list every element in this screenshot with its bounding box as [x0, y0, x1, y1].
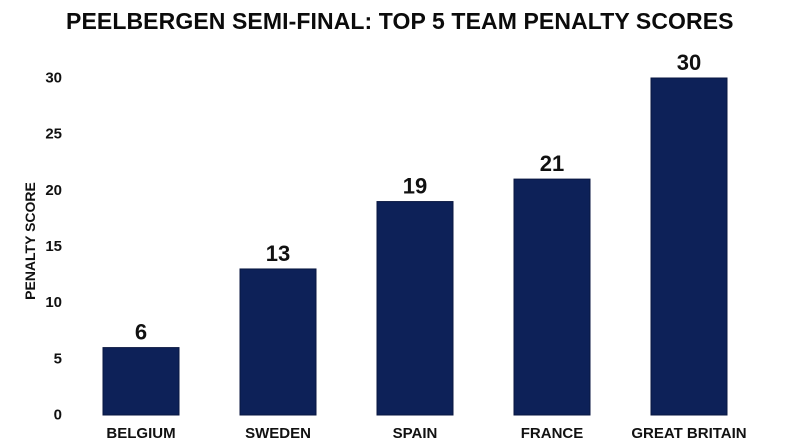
- x-tick-label-great-britain: GREAT BRITAIN: [631, 425, 746, 442]
- bars: [102, 77, 728, 416]
- value-label-spain: 19: [403, 174, 427, 199]
- bar-belgium: [102, 347, 180, 416]
- y-tick-label-15: 15: [45, 238, 62, 255]
- value-label-france: 21: [540, 151, 564, 176]
- y-tick-label-30: 30: [45, 70, 62, 87]
- x-tick-label-belgium: BELGIUM: [106, 425, 175, 442]
- bar-france: [513, 178, 591, 416]
- value-label-sweden: 13: [266, 241, 290, 266]
- value-labels: 6 13 19 21 30: [135, 50, 701, 345]
- y-axis-ticks: 0 5 10 15 20 25 30: [45, 70, 62, 424]
- x-tick-label-sweden: SWEDEN: [245, 425, 311, 442]
- y-tick-label-0: 0: [54, 407, 62, 424]
- y-tick-label-20: 20: [45, 182, 62, 199]
- bar-sweden: [239, 268, 317, 416]
- value-label-belgium: 6: [135, 320, 147, 345]
- y-tick-label-5: 5: [54, 350, 62, 367]
- value-label-great-britain: 30: [677, 50, 701, 75]
- y-tick-label-25: 25: [45, 126, 62, 143]
- x-tick-label-france: FRANCE: [521, 425, 584, 442]
- y-tick-label-10: 10: [45, 294, 62, 311]
- bar-spain: [376, 201, 454, 416]
- y-axis-title: PENALTY SCORE: [22, 182, 38, 300]
- x-tick-label-spain: SPAIN: [393, 425, 438, 442]
- bar-great-britain: [650, 77, 728, 416]
- chart-title: PEELBERGEN SEMI-FINAL: TOP 5 TEAM PENALT…: [66, 8, 734, 34]
- x-axis-labels: BELGIUM SWEDEN SPAIN FRANCE GREAT BRITAIN: [106, 425, 746, 442]
